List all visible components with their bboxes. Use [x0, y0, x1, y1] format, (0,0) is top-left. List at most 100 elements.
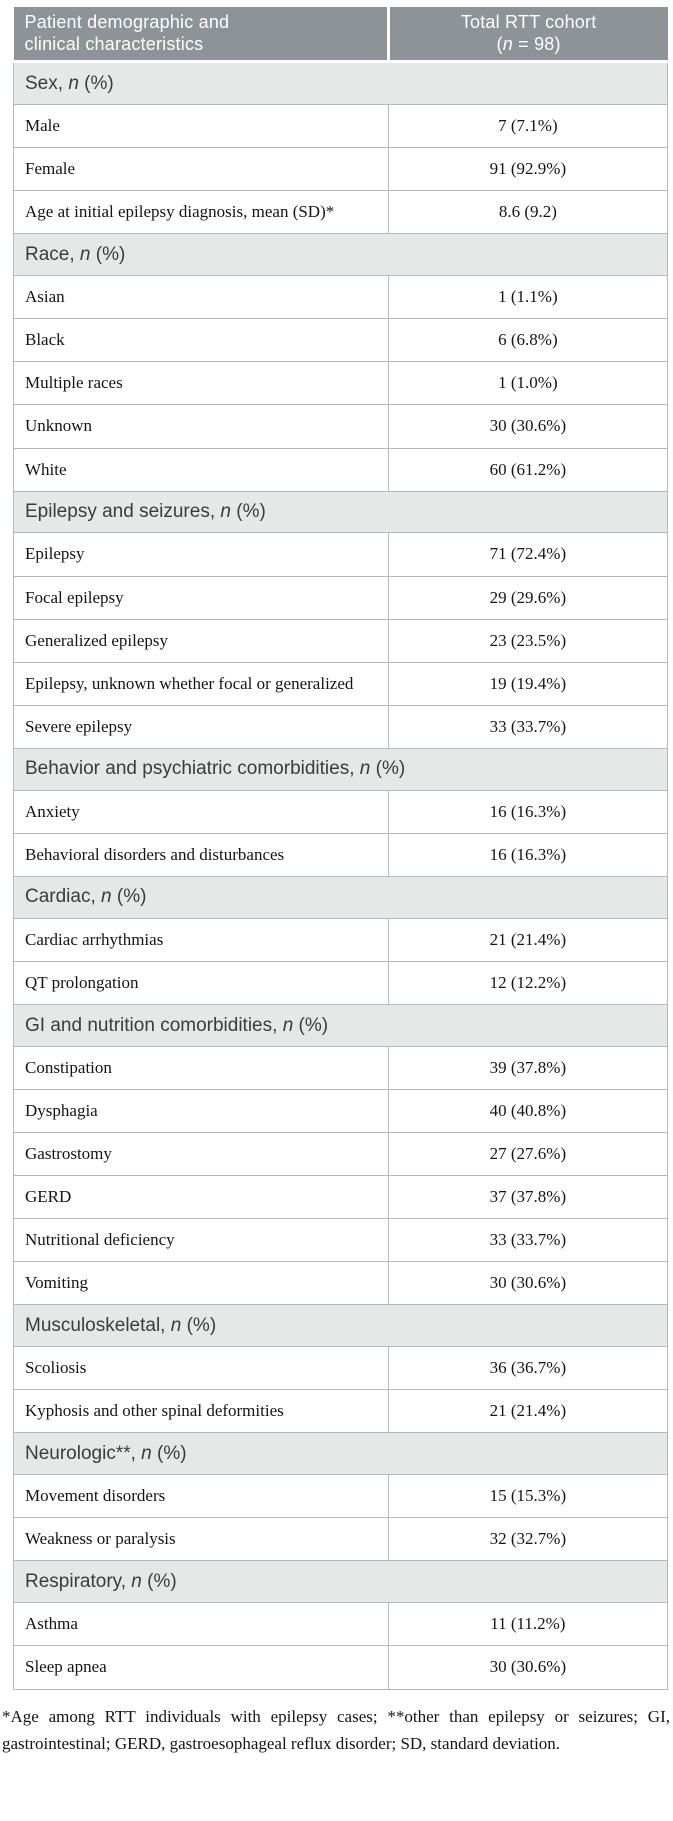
characteristic-value: 23 (23.5%)	[387, 618, 669, 663]
characteristic-label: GERD	[13, 1175, 389, 1220]
section-header-row: Epilepsy and seizures, n (%)	[13, 490, 668, 534]
section-label-n-italic: n	[131, 1570, 142, 1592]
table-row: Constipation 39 (37.8%)	[13, 1045, 669, 1090]
table-footnote: *Age among RTT individuals with epilepsy…	[2, 1706, 670, 1753]
section-label-suffix: (%)	[90, 243, 126, 265]
characteristic-value: 16 (16.3%)	[387, 832, 669, 877]
section-label-suffix: (%)	[151, 1442, 187, 1464]
characteristic-value: 8.6 (9.2)	[387, 190, 669, 235]
section-label-n-italic: n	[282, 1014, 294, 1036]
characteristic-label: Black	[13, 318, 389, 363]
characteristic-value: 33 (33.7%)	[387, 704, 669, 749]
characteristic-label: Movement disorders	[13, 1474, 389, 1519]
section-label-n-italic: n	[359, 758, 371, 780]
characteristic-label: Cardiac arrhythmias	[13, 917, 389, 962]
characteristic-value: 7 (7.1%)	[387, 104, 669, 149]
characteristic-label: QT prolongation	[13, 960, 389, 1006]
characteristic-value: 60 (61.2%)	[387, 447, 669, 492]
section-header-label: GI and nutrition comorbidities, n (%)	[13, 1004, 668, 1047]
section-label-suffix: (%)	[293, 1014, 329, 1036]
section-header-row: Cardiac, n (%)	[13, 875, 668, 919]
section-header-row: Respiratory, n (%)	[13, 1560, 668, 1604]
characteristic-value: 6 (6.8%)	[387, 318, 669, 363]
characteristic-label: Anxiety	[13, 789, 389, 834]
characteristic-value: 36 (36.7%)	[387, 1346, 669, 1391]
characteristic-value: 27 (27.6%)	[387, 1132, 669, 1177]
table-row: Multiple races 1 (1.0%)	[13, 361, 669, 406]
section-header-row: Race, n (%)	[13, 233, 668, 277]
section-label-n-italic: n	[79, 243, 91, 265]
table-row: Gastrostomy 27 (27.6%)	[13, 1132, 669, 1177]
characteristic-label: Gastrostomy	[13, 1132, 389, 1177]
characteristic-label: Age at initial epilepsy diagnosis, mean …	[13, 190, 389, 235]
characteristic-value: 33 (33.7%)	[387, 1218, 669, 1263]
characteristic-label: Unknown	[13, 404, 389, 449]
characteristic-value: 32 (32.7%)	[387, 1517, 669, 1562]
characteristic-value: 11 (11.2%)	[387, 1602, 669, 1647]
section-label-suffix: (%)	[370, 758, 406, 780]
table-row: Dysphagia 40 (40.8%)	[13, 1088, 669, 1134]
characteristic-value: 1 (1.1%)	[387, 275, 669, 320]
characteristic-label: Epilepsy, unknown whether focal or gener…	[13, 661, 389, 706]
section-label-text: Sex,	[25, 72, 69, 94]
header-cell-cohort: Total RTT cohort (n = 98)	[388, 7, 668, 64]
characteristic-label: Epilepsy	[13, 532, 389, 577]
table-row: Cardiac arrhythmias 21 (21.4%)	[13, 917, 669, 962]
table-row: QT prolongation 12 (12.2%)	[13, 960, 669, 1006]
table-body: Sex, n (%) Male 7 (7.1%) Female 91 (92.9%) Ag…	[13, 61, 669, 1690]
characteristic-value: 12 (12.2%)	[387, 960, 669, 1006]
characteristic-value: 40 (40.8%)	[387, 1088, 669, 1134]
table-row: Anxiety 16 (16.3%)	[13, 789, 669, 834]
header-cell-characteristics: Patient demographic and clinical charact…	[13, 7, 390, 64]
characteristic-value: 30 (30.6%)	[387, 1261, 669, 1306]
characteristic-value: 21 (21.4%)	[387, 1389, 669, 1434]
characteristic-value: 30 (30.6%)	[387, 1645, 669, 1690]
characteristic-label: Sleep apnea	[13, 1645, 389, 1690]
section-label-text: Race,	[25, 243, 80, 265]
characteristic-value: 19 (19.4%)	[387, 661, 669, 706]
characteristic-label: Vomiting	[13, 1261, 389, 1306]
section-header-label: Neurologic**, n (%)	[13, 1432, 668, 1476]
table-row: Nutritional deficiency 33 (33.7%)	[13, 1218, 669, 1263]
characteristic-label: Nutritional deficiency	[13, 1218, 389, 1263]
section-label-text: Cardiac,	[25, 886, 102, 908]
header-cohort-line2: (n = 98)	[497, 34, 561, 54]
section-label-n-italic: n	[101, 886, 112, 908]
section-header-row: GI and nutrition comorbidities, n (%)	[13, 1004, 668, 1047]
header-cohort-n-pre: (	[496, 33, 503, 54]
table-row: Female 91 (92.9%)	[13, 147, 669, 192]
table-row: Generalized epilepsy 23 (23.5%)	[13, 618, 669, 663]
characteristic-label: Constipation	[13, 1045, 389, 1090]
characteristic-label: White	[13, 447, 389, 492]
section-label-n-italic: n	[170, 1314, 182, 1336]
table-row: Scoliosis 36 (36.7%)	[13, 1346, 669, 1391]
table-row: Asthma 11 (11.2%)	[13, 1602, 669, 1647]
section-header-label: Race, n (%)	[13, 233, 668, 277]
section-header-label: Behavior and psychiatric comorbidities, …	[13, 747, 668, 791]
table-row: GERD 37 (37.8%)	[13, 1175, 669, 1220]
paper-table-figure: Patient demographic and clinical charact…	[0, 7, 673, 1757]
table-row: Sleep apnea 30 (30.6%)	[13, 1645, 669, 1690]
section-label-text: Neurologic**,	[25, 1442, 142, 1464]
characteristic-value: 30 (30.6%)	[387, 404, 669, 449]
characteristic-label: Asthma	[13, 1602, 389, 1647]
section-label-text: Behavior and psychiatric comorbidities,	[25, 758, 360, 780]
section-header-row: Behavior and psychiatric comorbidities, …	[13, 747, 668, 791]
characteristic-label: Generalized epilepsy	[13, 618, 389, 663]
characteristic-label: Female	[13, 147, 389, 192]
table-row: Behavioral disorders and disturbances 16 …	[13, 832, 669, 877]
table-row: Focal epilepsy 29 (29.6%)	[13, 575, 669, 620]
characteristic-label: Scoliosis	[13, 1346, 389, 1391]
section-header-label: Cardiac, n (%)	[13, 875, 668, 919]
section-label-n-italic: n	[220, 501, 231, 523]
section-label-suffix: (%)	[141, 1570, 177, 1592]
section-label-suffix: (%)	[181, 1314, 217, 1336]
header-cohort-n-post: = 98)	[512, 33, 561, 54]
section-label-suffix: (%)	[111, 886, 147, 908]
characteristic-label: Severe epilepsy	[13, 704, 389, 749]
table-header-row: Patient demographic and clinical charact…	[13, 7, 668, 64]
characteristic-label: Focal epilepsy	[13, 575, 389, 620]
characteristic-label: Dysphagia	[13, 1088, 389, 1134]
table-row: Movement disorders 15 (15.3%)	[13, 1474, 669, 1519]
characteristic-value: 71 (72.4%)	[387, 532, 669, 577]
